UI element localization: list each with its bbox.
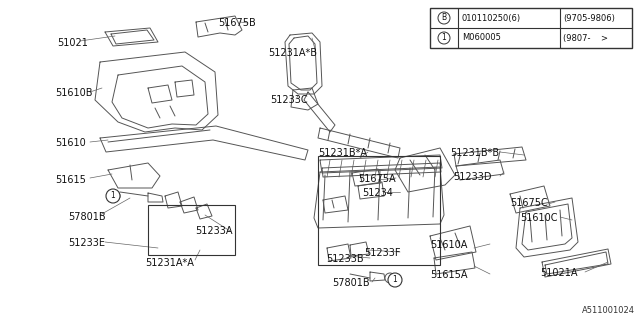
Text: (9807-    >: (9807- > xyxy=(563,34,608,43)
Text: 51615: 51615 xyxy=(55,175,86,185)
Circle shape xyxy=(385,273,395,283)
Text: 51233B: 51233B xyxy=(326,254,364,264)
Text: 51021A: 51021A xyxy=(540,268,577,278)
Text: 51021: 51021 xyxy=(57,38,88,48)
Text: 010110250(6): 010110250(6) xyxy=(462,13,521,22)
Text: 1: 1 xyxy=(392,276,397,284)
Text: 1: 1 xyxy=(442,34,446,43)
Circle shape xyxy=(388,273,402,287)
Text: 51675A: 51675A xyxy=(358,174,396,184)
Text: 51231B*A: 51231B*A xyxy=(318,148,367,158)
Text: 51231A*A: 51231A*A xyxy=(145,258,194,268)
Text: 51231B*B: 51231B*B xyxy=(450,148,499,158)
Text: (9705-9806): (9705-9806) xyxy=(563,13,615,22)
Text: 51233D: 51233D xyxy=(453,172,492,182)
Text: 51233E: 51233E xyxy=(68,238,105,248)
Text: 51233F: 51233F xyxy=(364,248,401,258)
Text: 51233C: 51233C xyxy=(270,95,308,105)
Circle shape xyxy=(106,189,120,203)
Text: 51234: 51234 xyxy=(362,188,393,198)
Circle shape xyxy=(438,32,450,44)
Text: 51610A: 51610A xyxy=(430,240,467,250)
Text: 57801B: 57801B xyxy=(68,212,106,222)
Text: A511001024: A511001024 xyxy=(582,306,635,315)
Text: 51675C: 51675C xyxy=(510,198,548,208)
Text: 51615A: 51615A xyxy=(430,270,467,280)
Circle shape xyxy=(110,191,120,201)
Text: B: B xyxy=(442,13,447,22)
Text: 51233A: 51233A xyxy=(195,226,232,236)
Text: 1: 1 xyxy=(111,191,115,201)
Circle shape xyxy=(438,12,450,24)
Text: 51610B: 51610B xyxy=(55,88,93,98)
Text: 51610: 51610 xyxy=(55,138,86,148)
Text: 57801B: 57801B xyxy=(332,278,370,288)
Text: 51675B: 51675B xyxy=(218,18,256,28)
Text: 51610C: 51610C xyxy=(520,213,557,223)
Text: 51231A*B: 51231A*B xyxy=(268,48,317,58)
Text: M060005: M060005 xyxy=(462,34,501,43)
